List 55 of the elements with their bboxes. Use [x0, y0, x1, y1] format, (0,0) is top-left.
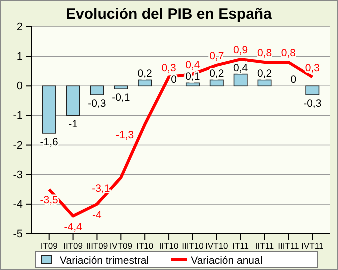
data-label: -3,1	[92, 182, 110, 195]
x-tick-label: IIIT11	[278, 241, 300, 252]
data-label: -4	[92, 209, 102, 222]
chart-title: Evolución del PIB en España	[66, 6, 273, 23]
x-tick-label: IVT09	[110, 241, 133, 252]
data-label: 0,2	[138, 68, 153, 80]
x-tick-label: IIT10	[159, 241, 179, 252]
bar	[306, 86, 320, 96]
x-tick-label: IIT11	[255, 241, 274, 252]
data-label: 0,4	[234, 62, 248, 74]
data-label: -1,6	[40, 136, 59, 148]
data-label: 0	[171, 74, 178, 86]
legend-label: Variación trimestral	[60, 255, 150, 267]
x-tick-label: IIT09	[64, 241, 84, 252]
x-tick-label: IIIT09	[86, 241, 108, 252]
x-tick-label: IT11	[232, 241, 250, 252]
bar	[66, 86, 80, 116]
bar	[90, 86, 104, 96]
y-tick-label: -2	[13, 140, 23, 152]
bar	[210, 80, 224, 87]
data-label: 0,2	[210, 68, 224, 80]
data-label: 0	[290, 74, 297, 86]
data-label: 0,9	[234, 44, 248, 57]
data-label: -1	[68, 118, 78, 131]
y-tick-label: 1	[16, 51, 23, 64]
data-label: -4,4	[64, 221, 82, 234]
data-label: -0,1	[112, 92, 130, 104]
x-tick-label: IVT10	[206, 241, 229, 252]
data-label: 0,2	[257, 68, 272, 80]
y-tick-label: 0	[16, 80, 23, 93]
bar	[234, 74, 248, 87]
bar	[42, 86, 56, 134]
data-label: -1,3	[116, 130, 134, 142]
y-tick-label: -3	[13, 169, 23, 182]
data-label: -0,3	[304, 98, 322, 110]
data-label: 0,3	[162, 62, 176, 74]
y-tick-label: 2	[16, 22, 23, 34]
data-label: 0,3	[305, 62, 320, 74]
x-tick-label: IT09	[40, 241, 58, 252]
data-label: 0,8	[257, 47, 272, 60]
data-label: -0,3	[88, 98, 106, 110]
bar	[138, 80, 152, 87]
y-tick-label: -4	[13, 198, 23, 211]
data-label: 0,4	[186, 59, 200, 72]
legend-label: Variación anual	[191, 255, 263, 267]
x-tick-label: IIIT10	[182, 241, 204, 252]
x-tick-label: IVT11	[302, 241, 324, 252]
bar	[258, 80, 272, 87]
bar	[186, 82, 200, 87]
data-label: 0,7	[210, 50, 224, 62]
data-label: 0,8	[281, 47, 296, 60]
x-tick-label: IT10	[136, 241, 154, 252]
y-tick-label: -5	[13, 228, 23, 241]
bar	[114, 86, 128, 90]
y-tick-label: -1	[13, 110, 23, 122]
